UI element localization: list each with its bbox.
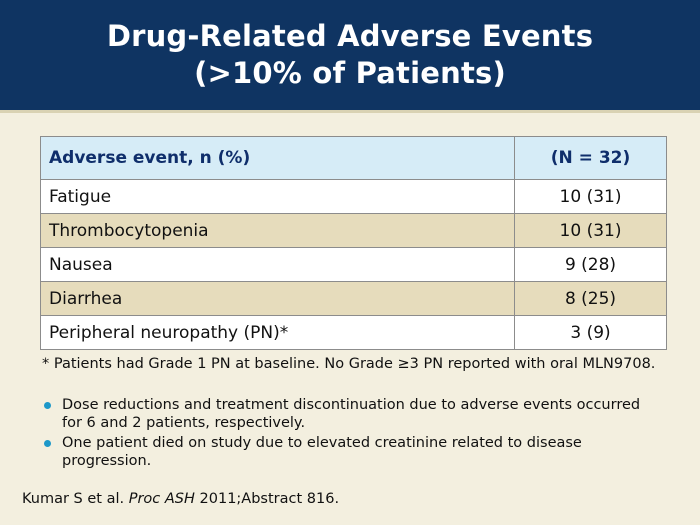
table-row: Nausea 9 (28) <box>40 247 667 282</box>
citation: Kumar S et al. Proc ASH 2011;Abstract 81… <box>22 490 339 508</box>
column-header-event: Adverse event, n (%) <box>40 136 515 180</box>
slide-title-line-1: Drug-Related Adverse Events <box>106 19 594 53</box>
bullet-list: Dose reductions and treatment discontinu… <box>42 396 662 472</box>
title-banner: Drug-Related Adverse Events (>10% of Pat… <box>0 0 700 110</box>
event-cell: Fatigue <box>40 179 515 214</box>
event-cell: Nausea <box>40 247 515 282</box>
list-item: One patient died on study due to elevate… <box>42 434 662 470</box>
citation-authors: Kumar S et al. <box>22 491 125 507</box>
table-header-row: Adverse event, n (%) (N = 32) <box>40 136 667 180</box>
event-cell: Thrombocytopenia <box>40 213 515 248</box>
citation-details: 2011;Abstract 816. <box>199 491 340 507</box>
table-row: Thrombocytopenia 10 (31) <box>40 213 667 248</box>
citation-journal: Proc ASH <box>128 491 195 507</box>
table-footnote: * Patients had Grade 1 PN at baseline. N… <box>42 356 656 372</box>
bullet-text: One patient died on study due to elevate… <box>62 435 582 469</box>
value-cell: 10 (31) <box>514 213 667 248</box>
value-cell: 9 (28) <box>514 247 667 282</box>
title-divider <box>0 110 700 113</box>
event-cell: Diarrhea <box>40 281 515 316</box>
table-row: Fatigue 10 (31) <box>40 179 667 214</box>
bullet-dot-icon <box>44 440 51 447</box>
table-row: Peripheral neuropathy (PN)* 3 (9) <box>40 315 667 350</box>
table-row: Diarrhea 8 (25) <box>40 281 667 316</box>
list-item: Dose reductions and treatment discontinu… <box>42 396 662 432</box>
value-cell: 10 (31) <box>514 179 667 214</box>
adverse-events-table: Adverse event, n (%) (N = 32) Fatigue 10… <box>40 136 667 350</box>
value-cell: 8 (25) <box>514 281 667 316</box>
column-header-count: (N = 32) <box>514 136 667 180</box>
slide-title-line-2: (>10% of Patients) <box>194 56 506 90</box>
bullet-dot-icon <box>44 402 51 409</box>
bullet-text: Dose reductions and treatment discontinu… <box>62 397 641 431</box>
event-cell: Peripheral neuropathy (PN)* <box>40 315 515 350</box>
value-cell: 3 (9) <box>514 315 667 350</box>
